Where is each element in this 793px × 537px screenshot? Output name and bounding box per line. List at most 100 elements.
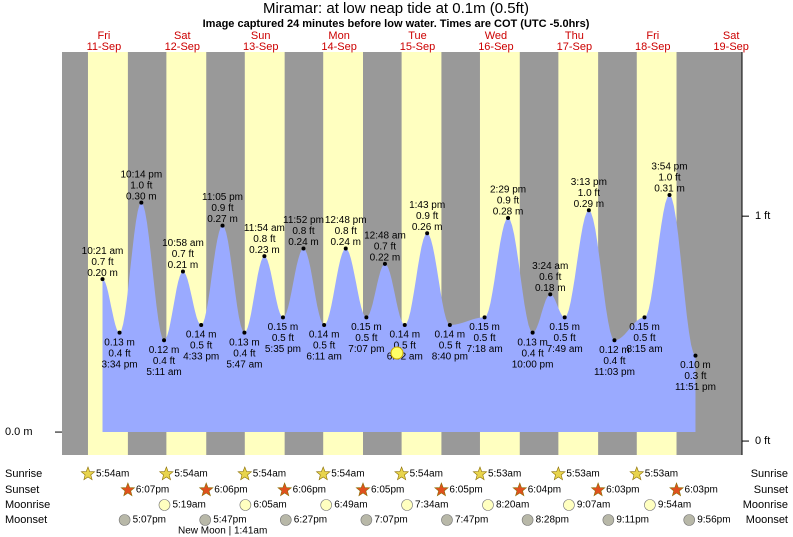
tide-value-label: 0.10 m xyxy=(680,360,711,371)
tide-value-label: 0.30 m xyxy=(126,191,157,202)
day-weekday: Wed xyxy=(485,30,507,42)
tide-feet: 0.9 ft xyxy=(211,203,233,214)
sun-icon xyxy=(120,482,136,497)
sun-icon xyxy=(277,482,293,497)
tide-value-label: 0.24 m xyxy=(288,237,319,248)
tide-value-label: 0.14 m xyxy=(389,330,420,341)
tide-time: 10:58 am xyxy=(162,238,204,249)
tide-value-label: 0.15 m xyxy=(268,322,299,333)
day-date: 19-Sep xyxy=(713,41,748,53)
tide-feet: 0.4 ft xyxy=(521,348,543,359)
tide-value-label: 0.14 m xyxy=(309,330,340,341)
moon-icon xyxy=(482,499,494,511)
tide-point xyxy=(117,330,122,335)
sun-icon xyxy=(237,466,253,481)
y2-tick-label: 0 ft xyxy=(755,435,770,447)
day-date: 11-Sep xyxy=(87,41,122,53)
moon-phase: New Moon | 1:41am xyxy=(178,526,267,537)
tide-value-label: 0.13 m xyxy=(517,337,548,348)
day-date: 17-Sep xyxy=(557,41,592,53)
tide-value-label: 0.28 m xyxy=(493,207,524,218)
sun-icon xyxy=(394,466,410,481)
tide-point xyxy=(562,315,567,320)
moonset-time: 7:07pm xyxy=(374,515,407,526)
sunrise-time: 5:53am xyxy=(488,469,521,480)
tide-feet: 1.0 ft xyxy=(130,180,152,191)
tide-point xyxy=(322,323,327,327)
tide-point xyxy=(482,315,487,320)
tide-feet: 0.9 ft xyxy=(416,211,438,222)
tide-time: 11:51 pm xyxy=(675,382,716,393)
row-label: Moonset xyxy=(5,514,47,526)
sun-icon xyxy=(158,466,174,481)
tide-time: 5:35 pm xyxy=(265,344,301,355)
moon-icon xyxy=(118,514,131,526)
row-label: Moonrise xyxy=(743,499,788,511)
tide-feet: 0.8 ft xyxy=(292,226,314,237)
moon-icon xyxy=(602,514,615,526)
tide-time: 10:14 pm xyxy=(120,169,162,180)
day-weekday: Thu xyxy=(565,30,584,42)
moon-icon xyxy=(158,499,171,511)
tide-time: 8:40 pm xyxy=(432,352,468,363)
moonrise-time: 9:07am xyxy=(577,500,610,511)
row-label: Sunset xyxy=(754,484,788,496)
tide-point xyxy=(548,292,553,297)
tide-time: 10:00 pm xyxy=(512,359,554,370)
tide-point xyxy=(343,246,348,251)
sun-icon xyxy=(512,482,528,497)
tide-time: 12:48 pm xyxy=(325,215,367,226)
tide-time: 4:33 pm xyxy=(183,352,219,363)
sunset-time: 6:06pm xyxy=(293,485,326,496)
moonset-time: 7:47pm xyxy=(455,515,488,526)
row-label: Sunrise xyxy=(5,468,42,480)
tide-point xyxy=(402,323,407,327)
tide-time: 6:52 am xyxy=(387,352,423,363)
day-weekday: Tue xyxy=(408,30,427,42)
tide-point xyxy=(180,269,185,274)
tide-value-label: 0.15 m xyxy=(469,322,500,333)
day-weekday: Fri xyxy=(97,30,110,42)
sunset-time: 6:04pm xyxy=(528,485,561,496)
tide-point xyxy=(242,330,247,335)
moonrise-time: 9:54am xyxy=(658,500,691,511)
tide-feet: 0.9 ft xyxy=(497,196,519,207)
sun-icon xyxy=(433,482,449,497)
tide-feet: 0.5 ft xyxy=(355,333,377,344)
tide-value-label: 0.27 m xyxy=(207,214,238,225)
tide-value-label: 0.21 m xyxy=(168,260,199,271)
tide-feet: 0.8 ft xyxy=(253,234,275,245)
day-date: 16-Sep xyxy=(478,41,513,53)
tide-time: 5:47 am xyxy=(226,359,262,370)
tide-time: 11:52 pm xyxy=(283,215,324,226)
tide-point xyxy=(162,338,167,343)
sun-icon xyxy=(355,482,371,497)
day-date: 15-Sep xyxy=(400,41,435,53)
tide-value-label: 0.29 m xyxy=(574,199,605,210)
tide-time: 11:54 am xyxy=(244,223,285,234)
moon-icon xyxy=(644,499,656,511)
tide-time: 10:21 am xyxy=(82,246,124,257)
moon-icon xyxy=(563,499,575,511)
y2-tick-label: 1 ft xyxy=(755,210,770,222)
moonrise-time: 6:49am xyxy=(334,500,367,511)
tide-time: 3:24 am xyxy=(532,261,568,272)
moon-icon xyxy=(239,499,252,511)
sunrise-time: 5:54am xyxy=(410,469,443,480)
day-weekday: Sat xyxy=(174,30,191,42)
moon-icon xyxy=(401,499,413,511)
tide-time: 7:07 pm xyxy=(348,344,384,355)
moon-icon xyxy=(320,499,332,511)
sunrise-time: 5:53am xyxy=(645,469,678,480)
tide-time: 2:29 pm xyxy=(490,185,526,196)
tide-feet: 0.5 ft xyxy=(190,341,212,352)
tide-time: 11:05 pm xyxy=(202,192,243,203)
sunrise-time: 5:54am xyxy=(331,469,364,480)
sun-icon xyxy=(315,466,331,481)
tide-time: 3:13 pm xyxy=(571,177,607,188)
moon-icon xyxy=(199,514,212,526)
tide-feet: 0.5 ft xyxy=(473,333,495,344)
moonrise-time: 8:20am xyxy=(496,500,529,511)
moon-icon xyxy=(521,514,534,526)
moonrise-time: 6:05am xyxy=(253,500,286,511)
